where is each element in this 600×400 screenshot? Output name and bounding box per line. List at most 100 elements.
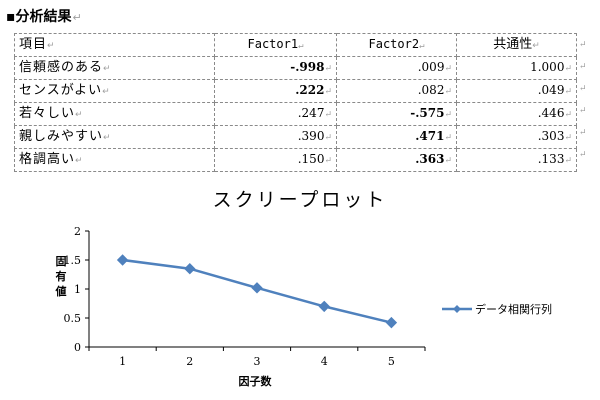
cell-text: .247 <box>297 106 325 120</box>
row-end-mark: ↵ <box>579 128 587 138</box>
cell-text: .133 <box>537 152 565 166</box>
cell-end-mark: ↵ <box>324 156 332 166</box>
cell-end-mark: ↵ <box>444 156 452 166</box>
communality-value: .133↵ <box>456 148 577 172</box>
cell-end-mark: ↵ <box>324 110 332 120</box>
cell-text: .049 <box>537 83 565 97</box>
cell-text: -.998 <box>290 60 325 74</box>
table-header-row: 項目↵ Factor1↵ Factor2↵ 共通性↵ <box>14 33 577 57</box>
header-text: Factor1 <box>247 37 299 51</box>
cell-text: .150 <box>297 152 325 166</box>
row-end-mark: ↵ <box>579 62 587 72</box>
x-axis-title: 因子数 <box>239 374 273 388</box>
data-point <box>318 300 330 313</box>
section-heading: ▪分析結果↵ <box>6 8 82 27</box>
cell-end-mark: ↵ <box>102 86 111 97</box>
chart-title: スクリープロット <box>212 189 388 211</box>
factor2-value: .082↵ <box>336 79 457 103</box>
cell-text: 若々しい <box>19 105 76 121</box>
header-text: 項目 <box>19 36 48 52</box>
row-label: センスがよい↵ <box>14 79 215 103</box>
table-row: 若々しい↵ .247↵ -.575↵ .446↵ <box>14 102 577 126</box>
y-axis-title-char: 固 <box>56 255 67 268</box>
x-tick-label: 1 <box>119 355 126 368</box>
table-row: 信頼感のある↵ -.998↵ .009↵ 1.000↵ <box>14 56 577 80</box>
cell-text: .222 <box>295 83 325 97</box>
row-end-mark: ↵ <box>579 150 587 160</box>
cell-end-mark: ↵ <box>564 156 572 166</box>
cell-end-mark: ↵ <box>47 40 56 51</box>
row-end-mark: ↵ <box>579 84 587 94</box>
row-label: 格調高い↵ <box>14 148 215 172</box>
cell-end-mark: ↵ <box>103 63 112 74</box>
cell-end-mark: ↵ <box>444 133 452 143</box>
legend-swatch-marker <box>453 305 461 313</box>
cell-end-mark: ↵ <box>444 64 452 74</box>
table-body: 信頼感のある↵ -.998↵ .009↵ 1.000↵ センスがよい↵ .222↵ .082… <box>14 56 577 172</box>
row-label: 信頼感のある↵ <box>14 56 215 80</box>
cell-end-mark: ↵ <box>103 132 112 143</box>
header-factor1: Factor1↵ <box>214 33 337 57</box>
row-end-mark: ↵ <box>579 106 587 116</box>
cell-text: .390 <box>297 129 325 143</box>
row-end-mark: ↵ <box>579 40 587 50</box>
y-tick-label: 0.5 <box>64 312 82 325</box>
x-tick-label: 2 <box>186 355 193 368</box>
cell-text: 親しみやすい <box>19 128 104 144</box>
bullet-mark: ▪ <box>6 9 16 25</box>
cell-text: .471 <box>415 129 445 143</box>
cell-end-mark: ↵ <box>324 133 332 143</box>
table-row: 格調高い↵ .150↵ .363↵ .133↵ <box>14 148 577 172</box>
cell-end-mark: ↵ <box>75 155 84 166</box>
factor1-value: .150↵ <box>214 148 337 172</box>
data-point <box>184 262 196 275</box>
cell-end-mark: ↵ <box>444 110 452 120</box>
cell-end-mark: ↵ <box>324 64 332 74</box>
section-title-text: 分析結果 <box>15 9 72 25</box>
y-tick-label: 2 <box>74 225 81 238</box>
y-axis-title-char: 値 <box>55 284 67 298</box>
cell-end-mark: ↵ <box>564 87 572 97</box>
y-tick-label: 1.5 <box>64 254 82 267</box>
cell-text: センスがよい <box>19 82 103 98</box>
cell-end-mark: ↵ <box>298 41 304 51</box>
cell-text: 信頼感のある <box>19 59 104 75</box>
factor1-value: .247↵ <box>214 102 337 126</box>
cell-end-mark: ↵ <box>419 41 425 51</box>
cell-end-mark: ↵ <box>564 110 572 120</box>
cell-text: 1.000 <box>530 60 565 74</box>
cell-text: .082 <box>417 83 445 97</box>
header-text: 共通性 <box>493 36 533 52</box>
cell-end-mark: ↵ <box>564 133 572 143</box>
header-communality: 共通性↵ <box>456 33 577 57</box>
x-tick-label: 3 <box>254 355 261 368</box>
cell-text: .446 <box>537 106 565 120</box>
cell-text: .363 <box>415 152 445 166</box>
analysis-results-table: 項目↵ Factor1↵ Factor2↵ 共通性↵ 信頼感のある↵ -.998↵ .00… <box>14 33 577 172</box>
cell-end-mark: ↵ <box>532 40 540 51</box>
cell-end-mark: ↵ <box>75 109 84 120</box>
x-tick-label: 4 <box>321 355 328 368</box>
data-point <box>116 254 129 266</box>
data-point <box>251 282 263 294</box>
y-tick-label: 0 <box>74 341 81 354</box>
cell-text: 格調高い <box>19 151 76 167</box>
y-axis-title: 固有値 <box>55 255 67 298</box>
cell-end-mark: ↵ <box>444 87 452 97</box>
cell-text: -.575 <box>410 106 445 120</box>
header-factor2: Factor2↵ <box>336 33 457 57</box>
cell-text: .009 <box>417 60 445 74</box>
cell-end-mark: ↵ <box>564 64 572 74</box>
paragraph-mark: ↵ <box>72 11 82 24</box>
cell-end-mark: ↵ <box>324 87 332 97</box>
data-point <box>385 316 398 329</box>
communality-value: .049↵ <box>456 79 577 103</box>
x-tick-label: 5 <box>388 355 395 368</box>
y-axis-title-char: 有 <box>56 269 67 283</box>
legend-label: データ相関行列 <box>475 302 552 316</box>
y-tick-label: 1 <box>74 283 81 296</box>
cell-text: .303 <box>537 129 565 143</box>
header-text: Factor2 <box>368 37 420 51</box>
